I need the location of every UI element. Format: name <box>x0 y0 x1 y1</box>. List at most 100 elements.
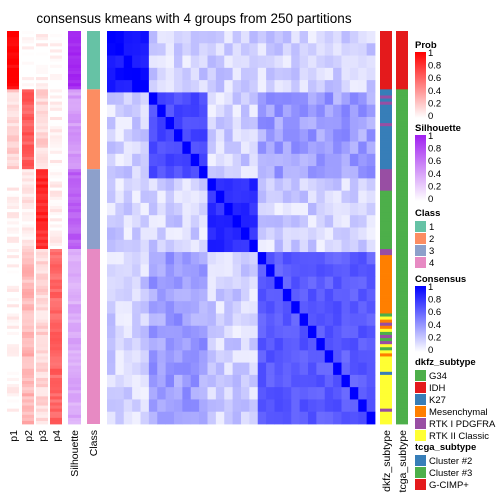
consensus-cell <box>148 313 158 327</box>
silhouette-cell <box>68 334 81 339</box>
consensus-cell <box>308 129 317 142</box>
consensus-cell <box>316 338 326 351</box>
tcga-subtype-cell <box>396 123 408 127</box>
silhouette-cell <box>68 98 81 103</box>
dkfz-subtype-cell <box>380 159 392 164</box>
tcga-subtype-cell <box>396 282 408 287</box>
consensus-cell <box>190 301 200 314</box>
prob-cell-p3 <box>36 411 48 416</box>
consensus-cell <box>207 31 217 44</box>
consensus-cell <box>282 202 292 216</box>
silhouette-cell <box>68 43 81 47</box>
dkfz-subtype-cell <box>380 245 392 250</box>
prob-cell-p2 <box>22 261 34 265</box>
legend-tick: 0.4 <box>428 86 441 97</box>
consensus-cell <box>224 313 234 327</box>
consensus-cell <box>132 276 141 290</box>
consensus-cell <box>249 239 259 253</box>
consensus-cell <box>148 129 158 142</box>
consensus-cell <box>333 43 342 56</box>
consensus-cell <box>115 338 125 351</box>
consensus-cell <box>324 252 334 265</box>
consensus-cell <box>299 239 309 253</box>
legend-tick: 1 <box>428 282 433 293</box>
consensus-cell <box>366 362 376 376</box>
silhouette-cell <box>68 267 81 271</box>
consensus-cell <box>316 178 326 192</box>
consensus-cell <box>316 227 326 241</box>
prob-cell-p2 <box>22 270 34 274</box>
consensus-cell <box>316 411 326 425</box>
consensus-cell <box>341 276 351 290</box>
consensus-cell <box>291 239 301 253</box>
consensus-cell <box>215 264 225 278</box>
prob-cell-p4 <box>50 101 62 106</box>
consensus-cell <box>157 288 167 302</box>
consensus-cell <box>308 350 317 363</box>
consensus-cell <box>140 362 150 376</box>
prob-cell-p3 <box>36 264 48 268</box>
dkfz-subtype-cell <box>380 147 392 152</box>
dkfz-subtype-cell <box>380 381 392 385</box>
consensus-cell <box>140 31 150 44</box>
consensus-cell <box>232 276 242 290</box>
consensus-cell <box>115 325 125 339</box>
prob-cell-p4 <box>50 261 62 265</box>
silhouette-cell <box>68 279 81 284</box>
prob-cell-p3 <box>36 196 48 201</box>
consensus-cell <box>132 374 141 388</box>
consensus-cell <box>140 55 150 69</box>
consensus-cell <box>316 67 326 81</box>
consensus-cell <box>199 80 208 93</box>
prob-cell-p1 <box>7 295 19 299</box>
consensus-cell <box>358 350 368 363</box>
prob-cell-p4 <box>50 120 62 124</box>
tcga-subtype-cell <box>396 319 408 324</box>
consensus-cell <box>366 80 376 93</box>
consensus-cell <box>199 215 208 228</box>
silhouette-cell <box>68 101 81 106</box>
prob-cell-p1 <box>7 288 19 293</box>
consensus-cell <box>232 67 242 81</box>
consensus-cell <box>316 387 326 400</box>
prob-cell-p3 <box>36 153 48 158</box>
silhouette-cell <box>68 307 81 311</box>
prob-cell-p1 <box>7 58 19 63</box>
prob-cell-p1 <box>7 126 19 130</box>
prob-cell-p4 <box>50 83 62 87</box>
consensus-cell <box>157 239 167 253</box>
consensus-cell <box>232 325 242 339</box>
tcga-subtype-cell <box>396 120 408 124</box>
legend-tick: 0.6 <box>428 307 441 318</box>
consensus-cell <box>115 288 125 302</box>
prob-cell-p1 <box>7 334 19 339</box>
silhouette-cell <box>68 261 81 265</box>
consensus-cell <box>190 276 200 290</box>
consensus-cell <box>215 104 225 118</box>
consensus-cell <box>232 55 242 69</box>
prob-cell-p4 <box>50 368 62 373</box>
prob-cell-p3 <box>36 46 48 50</box>
consensus-cell <box>241 92 250 106</box>
consensus-cell <box>358 301 368 314</box>
consensus-cell <box>132 166 141 179</box>
consensus-cell <box>282 178 292 192</box>
tcga-subtype-cell <box>396 258 408 262</box>
consensus-cell <box>241 116 250 130</box>
consensus-cell <box>308 362 317 376</box>
consensus-cell <box>157 129 167 142</box>
prob-cell-p2 <box>22 199 34 204</box>
dkfz-subtype-cell <box>380 338 392 342</box>
dkfz-subtype-cell <box>380 67 392 72</box>
consensus-cell <box>182 374 192 388</box>
prob-cell-p3 <box>36 291 48 296</box>
tcga-subtype-cell <box>396 270 408 274</box>
prob-cell-p4 <box>50 417 62 422</box>
consensus-cell <box>224 276 234 290</box>
prob-cell-p3 <box>36 169 48 173</box>
consensus-cell <box>115 387 125 400</box>
consensus-cell <box>140 80 150 93</box>
consensus-cell <box>207 411 217 425</box>
consensus-cell <box>224 116 234 130</box>
consensus-cell <box>299 288 309 302</box>
